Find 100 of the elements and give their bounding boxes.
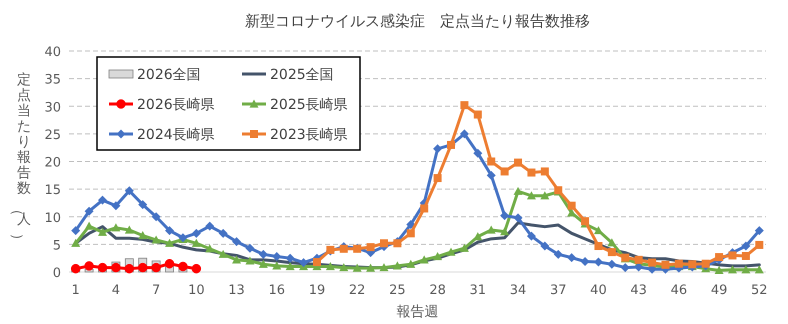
x-tick-label: 34 — [510, 283, 526, 298]
point — [702, 260, 710, 268]
point — [420, 204, 428, 212]
x-tick-label: 52 — [751, 283, 768, 298]
point — [178, 262, 188, 272]
point — [715, 253, 724, 262]
point — [258, 260, 268, 268]
point — [98, 262, 108, 272]
point — [714, 266, 724, 274]
x-tick-label: 31 — [470, 283, 486, 298]
point — [754, 226, 764, 236]
point — [379, 263, 388, 272]
point — [634, 256, 643, 264]
point — [138, 262, 148, 272]
point — [540, 167, 549, 176]
point — [500, 211, 510, 220]
point — [500, 227, 510, 236]
point — [728, 265, 737, 274]
point — [741, 265, 750, 274]
point — [514, 213, 523, 222]
point — [742, 252, 750, 260]
point — [312, 258, 321, 266]
point — [111, 223, 120, 232]
title: 新型コロナウイルス感染症 定点当たり報告数推移 — [245, 12, 590, 30]
point — [607, 260, 616, 269]
point — [111, 201, 120, 210]
y-tick-label: 25 — [44, 128, 61, 143]
point — [433, 144, 442, 154]
legend-label: 2025全国 — [270, 67, 334, 83]
point — [192, 238, 201, 247]
point — [272, 261, 282, 270]
legend-label: 2026長崎県 — [137, 97, 215, 113]
point — [526, 232, 536, 241]
point — [84, 222, 94, 230]
point — [286, 254, 295, 263]
point — [540, 242, 550, 251]
point — [460, 129, 469, 138]
point — [554, 250, 563, 259]
point — [192, 264, 202, 274]
point — [340, 244, 348, 253]
point — [754, 265, 764, 274]
point — [70, 264, 80, 274]
point — [205, 222, 214, 231]
point — [514, 158, 522, 167]
point — [218, 250, 228, 258]
point — [326, 262, 335, 270]
point — [232, 255, 242, 264]
point — [124, 264, 134, 274]
point — [366, 264, 376, 272]
point — [272, 252, 282, 262]
point — [540, 191, 550, 200]
point — [71, 226, 80, 236]
point — [71, 238, 80, 247]
y-tick-label: 15 — [44, 183, 61, 198]
point — [152, 212, 161, 222]
x-tick-label: 4 — [112, 283, 120, 298]
point — [406, 229, 415, 238]
point — [98, 228, 108, 236]
x-axis-title: 報告週 — [396, 304, 438, 320]
point — [84, 261, 94, 271]
y-tick-label: 20 — [44, 156, 61, 170]
point — [352, 264, 362, 272]
x-tick-label: 49 — [710, 283, 728, 298]
point — [299, 258, 308, 268]
point — [165, 226, 174, 236]
point — [568, 202, 576, 210]
legend-label: 2023長崎県 — [270, 127, 348, 143]
y-tick-label: 40 — [44, 45, 61, 60]
point — [460, 244, 469, 252]
point — [192, 228, 201, 238]
legend-label: 2024長崎県 — [137, 127, 215, 143]
y-tick-label: 30 — [44, 100, 61, 116]
point — [567, 253, 576, 262]
x-tick-label: 25 — [389, 283, 406, 298]
point — [527, 168, 536, 177]
point — [406, 260, 416, 268]
point — [339, 263, 348, 272]
point — [245, 256, 254, 265]
point — [98, 196, 108, 205]
point — [124, 226, 134, 234]
point — [486, 226, 496, 234]
point — [728, 251, 736, 260]
point — [526, 191, 536, 200]
point — [218, 228, 228, 238]
point — [152, 235, 161, 244]
point — [608, 248, 616, 256]
x-tick-label: 19 — [308, 283, 326, 298]
y-tick-label: 5 — [52, 238, 61, 254]
x-tick-label: 16 — [268, 283, 286, 298]
y-tick-label: 10 — [44, 210, 61, 226]
point — [164, 258, 174, 268]
x-tick-label: 46 — [670, 283, 688, 298]
point — [232, 237, 242, 246]
point — [138, 231, 148, 240]
point — [165, 238, 174, 247]
y-axis-title: 定点当たり報告数（人） — [9, 72, 31, 247]
point — [84, 206, 94, 216]
legend-label: 2025長崎県 — [270, 97, 348, 113]
x-tick-label: 28 — [429, 283, 446, 298]
point — [607, 238, 616, 246]
